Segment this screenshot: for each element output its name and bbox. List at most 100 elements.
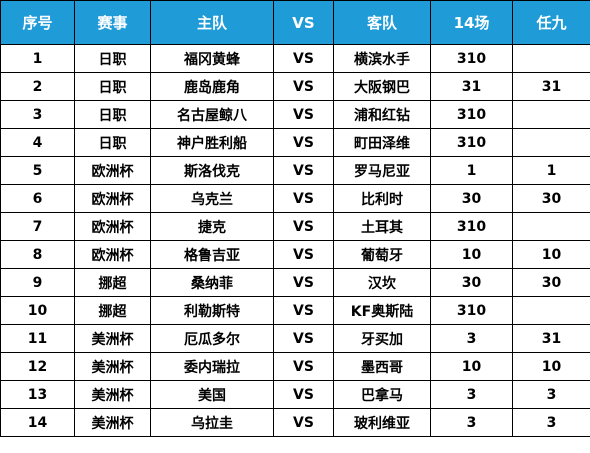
cell-pick-9 <box>512 100 590 129</box>
table-row: 5 欧洲杯 斯洛伐克 VS 罗马尼亚 1 1 <box>0 156 590 185</box>
cell-14-matches: 3 <box>430 324 513 353</box>
match-table: 序号 赛事 主队 VS 客队 14场 任九 1 日职 福冈黄蜂 VS 横滨水手 310 2 日… <box>0 0 590 437</box>
cell-away-team: 土耳其 <box>333 212 431 241</box>
cell-home-team: 委内瑞拉 <box>150 352 274 381</box>
cell-away-team: 汉坎 <box>333 268 431 297</box>
cell-competition: 美洲杯 <box>74 380 151 409</box>
cell-competition: 日职 <box>74 100 151 129</box>
cell-away-team: 横滨水手 <box>333 44 431 73</box>
cell-away-team: 比利时 <box>333 184 431 213</box>
cell-pick-9: 31 <box>512 324 590 353</box>
cell-14-matches: 1 <box>430 156 513 185</box>
cell-competition: 美洲杯 <box>74 408 151 437</box>
cell-pick-9: 30 <box>512 268 590 297</box>
table-row: 2 日职 鹿岛鹿角 VS 大阪钢巴 31 31 <box>0 72 590 101</box>
cell-vs: VS <box>273 240 334 269</box>
cell-index: 5 <box>0 156 75 185</box>
cell-away-team: 巴拿马 <box>333 380 431 409</box>
cell-vs: VS <box>273 296 334 325</box>
cell-14-matches: 3 <box>430 408 513 437</box>
cell-14-matches: 30 <box>430 184 513 213</box>
cell-vs: VS <box>273 380 334 409</box>
cell-home-team: 厄瓜多尔 <box>150 324 274 353</box>
cell-index: 1 <box>0 44 75 73</box>
cell-away-team: 町田泽维 <box>333 128 431 157</box>
table-row: 14 美洲杯 乌拉圭 VS 玻利维亚 3 3 <box>0 408 590 437</box>
cell-home-team: 美国 <box>150 380 274 409</box>
header-index: 序号 <box>0 0 75 45</box>
cell-index: 3 <box>0 100 75 129</box>
cell-index: 13 <box>0 380 75 409</box>
cell-vs: VS <box>273 72 334 101</box>
cell-pick-9 <box>512 296 590 325</box>
cell-competition: 欧洲杯 <box>74 156 151 185</box>
cell-index: 14 <box>0 408 75 437</box>
cell-vs: VS <box>273 212 334 241</box>
cell-competition: 美洲杯 <box>74 352 151 381</box>
cell-vs: VS <box>273 268 334 297</box>
header-home-team: 主队 <box>150 0 274 45</box>
cell-competition: 欧洲杯 <box>74 184 151 213</box>
cell-14-matches: 310 <box>430 128 513 157</box>
cell-index: 6 <box>0 184 75 213</box>
cell-home-team: 乌克兰 <box>150 184 274 213</box>
cell-vs: VS <box>273 100 334 129</box>
cell-index: 8 <box>0 240 75 269</box>
header-pick-9: 任九 <box>512 0 590 45</box>
cell-home-team: 捷克 <box>150 212 274 241</box>
table-body: 1 日职 福冈黄蜂 VS 横滨水手 310 2 日职 鹿岛鹿角 VS 大阪钢巴 31 31 3 日职 名古屋鲸… <box>0 44 590 437</box>
cell-pick-9: 31 <box>512 72 590 101</box>
cell-14-matches: 310 <box>430 100 513 129</box>
table-row: 4 日职 神户胜利船 VS 町田泽维 310 <box>0 128 590 157</box>
table-row: 9 挪超 桑纳菲 VS 汉坎 30 30 <box>0 268 590 297</box>
cell-index: 4 <box>0 128 75 157</box>
cell-pick-9: 10 <box>512 240 590 269</box>
cell-home-team: 鹿岛鹿角 <box>150 72 274 101</box>
cell-14-matches: 10 <box>430 352 513 381</box>
cell-14-matches: 10 <box>430 240 513 269</box>
table-row: 8 欧洲杯 格鲁吉亚 VS 葡萄牙 10 10 <box>0 240 590 269</box>
cell-pick-9: 3 <box>512 380 590 409</box>
cell-home-team: 神户胜利船 <box>150 128 274 157</box>
header-14-matches: 14场 <box>430 0 513 45</box>
cell-competition: 挪超 <box>74 296 151 325</box>
header-competition: 赛事 <box>74 0 151 45</box>
table-row: 13 美洲杯 美国 VS 巴拿马 3 3 <box>0 380 590 409</box>
cell-away-team: KF奥斯陆 <box>333 296 431 325</box>
cell-14-matches: 310 <box>430 44 513 73</box>
cell-away-team: 浦和红钻 <box>333 100 431 129</box>
cell-home-team: 斯洛伐克 <box>150 156 274 185</box>
cell-competition: 美洲杯 <box>74 324 151 353</box>
cell-index: 12 <box>0 352 75 381</box>
header-row: 序号 赛事 主队 VS 客队 14场 任九 <box>0 0 590 45</box>
cell-index: 10 <box>0 296 75 325</box>
table-row: 3 日职 名古屋鲸八 VS 浦和红钻 310 <box>0 100 590 129</box>
cell-vs: VS <box>273 352 334 381</box>
table-row: 10 挪超 利勒斯特 VS KF奥斯陆 310 <box>0 296 590 325</box>
cell-competition: 欧洲杯 <box>74 240 151 269</box>
cell-pick-9 <box>512 128 590 157</box>
cell-14-matches: 3 <box>430 380 513 409</box>
cell-pick-9: 10 <box>512 352 590 381</box>
cell-away-team: 牙买加 <box>333 324 431 353</box>
cell-14-matches: 31 <box>430 72 513 101</box>
cell-vs: VS <box>273 44 334 73</box>
cell-vs: VS <box>273 128 334 157</box>
cell-vs: VS <box>273 408 334 437</box>
cell-14-matches: 30 <box>430 268 513 297</box>
cell-index: 9 <box>0 268 75 297</box>
table-row: 6 欧洲杯 乌克兰 VS 比利时 30 30 <box>0 184 590 213</box>
cell-away-team: 罗马尼亚 <box>333 156 431 185</box>
cell-home-team: 格鲁吉亚 <box>150 240 274 269</box>
cell-competition: 欧洲杯 <box>74 212 151 241</box>
cell-home-team: 桑纳菲 <box>150 268 274 297</box>
cell-vs: VS <box>273 184 334 213</box>
cell-home-team: 名古屋鲸八 <box>150 100 274 129</box>
cell-vs: VS <box>273 324 334 353</box>
table-row: 1 日职 福冈黄蜂 VS 横滨水手 310 <box>0 44 590 73</box>
cell-pick-9: 3 <box>512 408 590 437</box>
cell-away-team: 墨西哥 <box>333 352 431 381</box>
table-row: 7 欧洲杯 捷克 VS 土耳其 310 <box>0 212 590 241</box>
cell-away-team: 葡萄牙 <box>333 240 431 269</box>
cell-vs: VS <box>273 156 334 185</box>
